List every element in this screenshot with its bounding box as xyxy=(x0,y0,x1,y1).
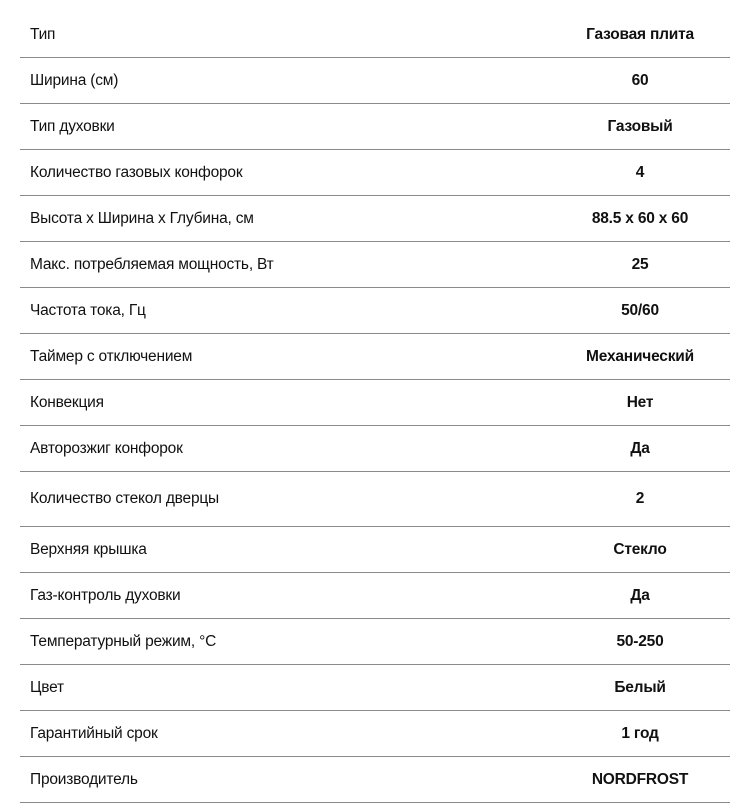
spec-value: Белый xyxy=(614,678,666,696)
spec-row: Производитель NORDFROST xyxy=(20,757,730,803)
spec-label: Производитель xyxy=(30,770,138,788)
spec-row: Таймер с отключением Механический xyxy=(20,334,730,380)
spec-label: Конвекция xyxy=(30,393,104,411)
spec-value: 1 год xyxy=(621,724,659,742)
spec-row: Цвет Белый xyxy=(20,665,730,711)
spec-value: Да xyxy=(630,439,650,457)
spec-row: Температурный режим, °C 50-250 xyxy=(20,619,730,665)
spec-label: Верхняя крышка xyxy=(30,540,147,558)
spec-row: Количество газовых конфорок 4 xyxy=(20,150,730,196)
spec-label: Газ-контроль духовки xyxy=(30,586,181,604)
spec-value: Механический xyxy=(586,347,694,365)
spec-row: Ширина (см) 60 xyxy=(20,58,730,104)
spec-label: Автоpозжиг конфорок xyxy=(30,439,183,457)
spec-value: Да xyxy=(630,586,650,604)
spec-row: Тип Газовая плита xyxy=(20,12,730,58)
spec-value: Нет xyxy=(626,393,654,411)
spec-label: Тип духовки xyxy=(30,117,115,135)
spec-value: Газовая плита xyxy=(586,25,694,43)
spec-label: Количество стекол дверцы xyxy=(30,490,219,507)
spec-row: Частота тока, Гц 50/60 xyxy=(20,288,730,334)
spec-label: Частота тока, Гц xyxy=(30,301,146,319)
spec-row: Гарантийный срок 1 год xyxy=(20,711,730,757)
spec-value: 88.5 x 60 x 60 xyxy=(591,209,689,227)
spec-value: NORDFROST xyxy=(591,770,689,788)
spec-label: Тип xyxy=(30,25,56,43)
spec-label: Макс. потребляемая мощность, Вт xyxy=(30,255,274,273)
spec-value: 50-250 xyxy=(616,632,664,650)
specs-table: Тип Газовая плита Ширина (см) 60 Тип духовки… xyxy=(20,12,730,803)
spec-label: Таймер с отключением xyxy=(30,347,193,365)
spec-label: Количество газовых конфорок xyxy=(30,163,243,181)
spec-label: Цвет xyxy=(30,678,64,696)
spec-label: Высота х Ширина х Глубина, см xyxy=(30,209,254,227)
spec-value: 4 xyxy=(635,163,645,181)
spec-row: Макс. потребляемая мощность, Вт 25 xyxy=(20,242,730,288)
spec-row: Верхняя крышка Стекло xyxy=(20,527,730,573)
spec-value: 60 xyxy=(631,71,649,89)
spec-value: 25 xyxy=(631,255,649,273)
spec-row: Автоpозжиг конфорок Да xyxy=(20,426,730,472)
spec-row: Конвекция Нет xyxy=(20,380,730,426)
spec-value: 2 xyxy=(635,490,645,507)
spec-value: Стекло xyxy=(613,540,667,558)
spec-row: Тип духовки Газовый xyxy=(20,104,730,150)
spec-value: 50/60 xyxy=(621,301,659,319)
spec-row: Высота х Ширина х Глубина, см 88.5 x 60 x… xyxy=(20,196,730,242)
spec-label: Гарантийный срок xyxy=(30,724,158,742)
spec-label: Ширина (см) xyxy=(30,71,119,89)
spec-value: Газовый xyxy=(607,117,673,135)
spec-row: Газ-контроль духовки Да xyxy=(20,573,730,619)
spec-label: Температурный режим, °C xyxy=(30,632,217,650)
spec-row: Количество стекол дверцы 2 xyxy=(20,472,730,527)
